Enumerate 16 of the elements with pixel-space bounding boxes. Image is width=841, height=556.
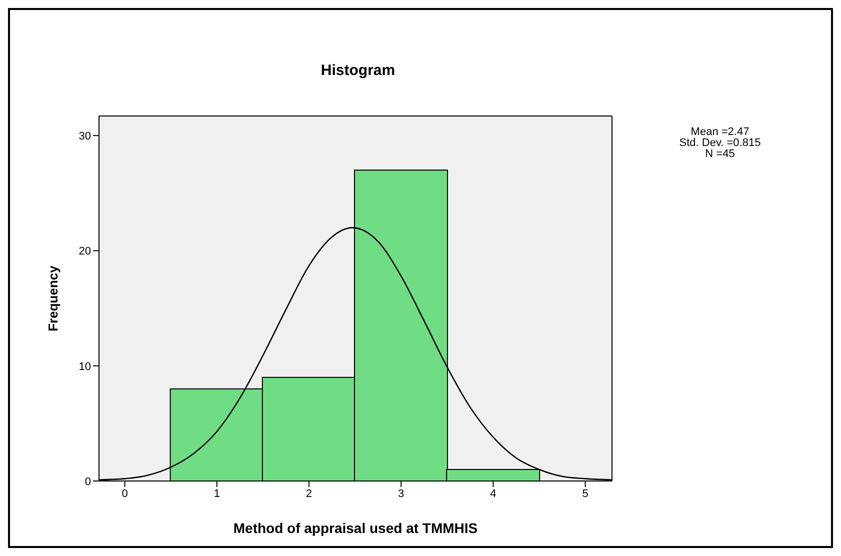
x-axis-title: Method of appraisal used at TMMHIS (233, 520, 478, 536)
y-tick-label: 20 (78, 246, 91, 258)
x-tick-label: 1 (214, 488, 220, 500)
y-axis-title: Frequency (46, 264, 61, 332)
x-tick-label: 0 (122, 488, 128, 500)
y-tick-label: 10 (78, 360, 91, 373)
x-tick-label: 2 (306, 488, 312, 500)
x-tick-label: 5 (582, 488, 588, 500)
text: Mean =2.47 (690, 126, 750, 138)
x-tick-label: 3 (398, 488, 404, 500)
chart-title: Histogram (320, 62, 396, 79)
text: Std. Dev. =0.815 (678, 137, 762, 149)
y-tick-label: 0 (84, 476, 91, 488)
text: N =45 (704, 148, 736, 160)
x-tick-label: 4 (490, 488, 496, 500)
y-tick-label: 30 (78, 130, 91, 142)
